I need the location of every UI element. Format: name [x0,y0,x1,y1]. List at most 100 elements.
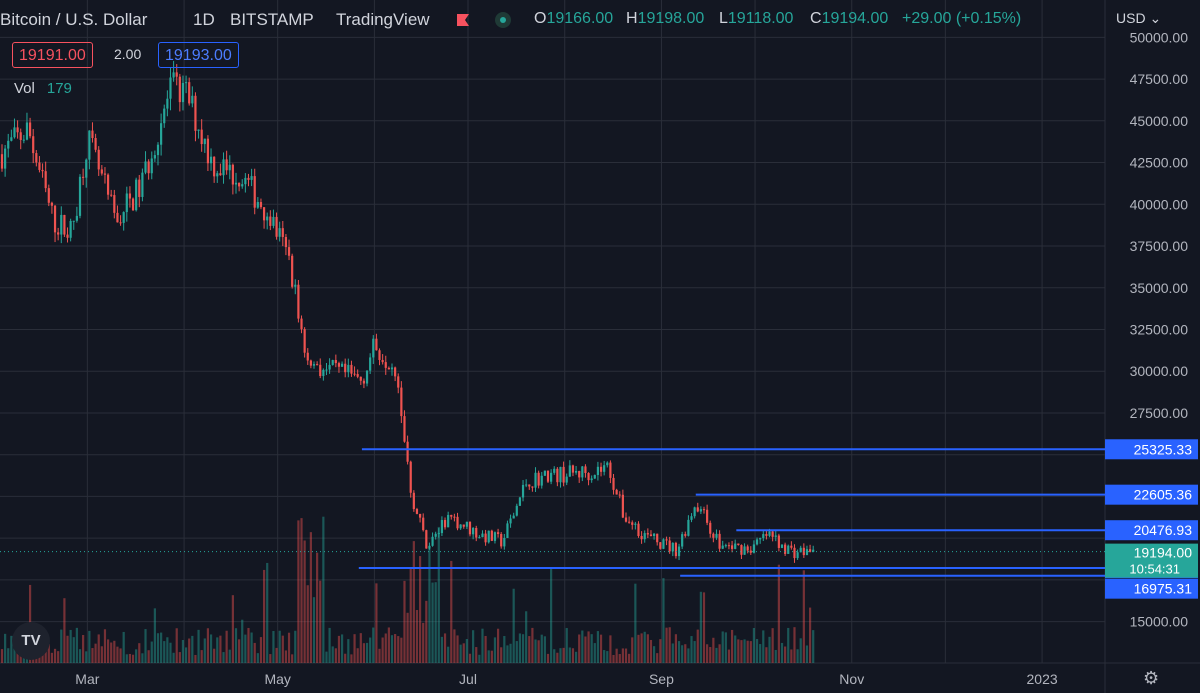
candle-body [771,531,774,537]
candle-body [637,523,640,537]
volume-bar [97,634,100,663]
exchange-label: BITSTAMP [230,10,314,29]
volume-bar [412,541,415,663]
candle-body [422,517,425,531]
volume-bar [241,619,244,663]
volume-bar [72,637,75,663]
candle-body [677,546,681,557]
volume-bar [746,640,749,663]
candle-body [437,533,440,535]
buy-price-button[interactable]: 19193.00 [158,42,239,68]
candle-body [138,179,141,197]
volume-bar [316,552,319,663]
volume-bar [656,653,659,663]
volume-bar [727,649,731,663]
interval-label[interactable]: 1D [193,10,215,29]
candle-body [646,533,649,535]
candle-body [612,477,615,490]
candle-body [44,171,47,189]
candle-body [128,193,132,199]
candle-body [802,547,805,556]
candle-body [225,159,228,171]
candle-body [13,127,16,138]
volume-bar [724,632,727,663]
candle-body [372,338,375,358]
candle-body [624,517,628,522]
volume-bar [291,654,294,663]
time-axis-label: Nov [839,671,864,687]
volume-bar [493,637,497,663]
volume-bar [266,562,269,663]
ohlc-close: C19194.00 [810,10,889,27]
volume-bar [53,648,57,663]
volume-bar [659,639,662,663]
volume-bar [147,650,150,663]
volume-bar [303,540,306,663]
candle-body [712,533,715,538]
volume-bar [553,649,556,663]
volume-bar [225,630,228,663]
candle-body [702,509,706,511]
candle-body [216,173,219,177]
candle-body [662,539,665,549]
volume-bar [721,631,724,663]
volume-bar [394,634,397,663]
volume-bar [556,652,559,663]
candle-body [484,533,487,543]
volume-bar [418,556,422,663]
candle-body [481,533,484,538]
volume-bar [609,635,612,663]
volume-bar [353,634,356,663]
candle-body [709,522,712,534]
sell-price-button[interactable]: 19191.00 [12,42,93,68]
volume-bar [478,654,481,663]
volume-bar [525,611,528,663]
candle-body [156,144,160,156]
candle-body [631,522,634,525]
volume-bar [534,639,537,663]
volume-bar [603,650,606,663]
candle-body [428,545,431,549]
volume-bar [584,636,587,663]
gear-icon[interactable]: ⚙ [1143,668,1160,688]
volume-bar [734,635,737,663]
price-axis-label: 42500.00 [1130,155,1189,171]
price-axis-label: 40000.00 [1130,196,1189,212]
volume-bar [4,633,7,663]
candle-body [540,475,543,486]
symbol-name[interactable]: Bitcoin / U.S. Dollar [0,10,148,29]
candle-body [550,472,553,482]
level-label-box [1105,439,1198,460]
price-axis-label: 15000.00 [1130,614,1189,630]
volume-bar [428,547,431,663]
currency-selector[interactable]: USD ⌄ [1116,10,1162,26]
candle-body [759,538,762,540]
candle-body [197,129,200,131]
level-label: 16975.31 [1134,581,1193,597]
volume-bar [787,627,790,663]
level-label: 22605.36 [1134,487,1193,503]
candle-body [590,478,593,481]
volume-bar [696,629,699,663]
volume-bar [128,653,132,663]
volume-bar [550,567,553,663]
candle-body [521,484,525,498]
volume-bar [272,630,275,663]
candle-body [640,536,643,540]
volume-bar [106,639,110,663]
candle-body [687,519,690,536]
candle-body [41,169,44,172]
volume-bar [531,627,534,663]
volume-bar [706,644,709,663]
candle-body [316,364,319,366]
volume-bar [615,648,618,663]
volume-bar [110,642,113,663]
candle-body [718,533,721,549]
volume-bar [709,647,712,663]
volume-bar [322,516,325,663]
volume-bar [378,648,381,663]
candle-body [378,350,381,360]
time-axis-label: Jul [459,671,477,687]
flag-icon[interactable] [456,13,470,27]
